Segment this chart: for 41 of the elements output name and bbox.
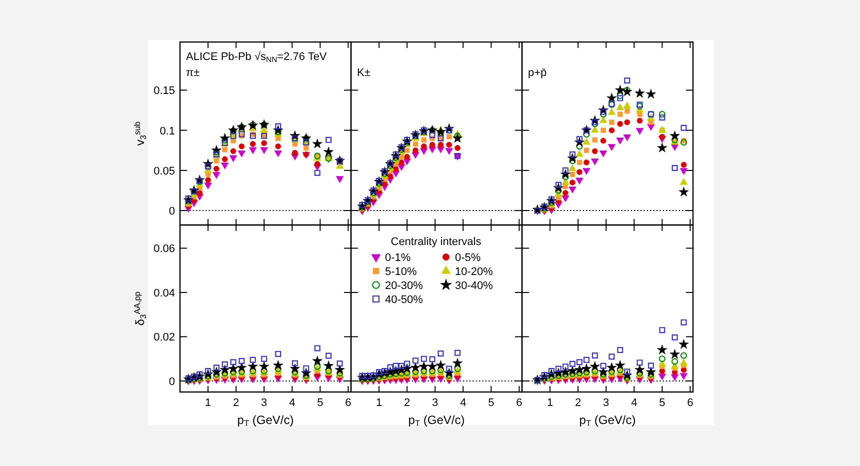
y-tick-label: 0.06 bbox=[154, 243, 175, 256]
x-tick-label: 3 bbox=[261, 397, 268, 409]
annotation: K± bbox=[357, 67, 370, 79]
x-tick-label: 4 bbox=[289, 397, 296, 409]
x-tick-label: 1 bbox=[376, 397, 382, 409]
x-tick-label: 4 bbox=[460, 397, 466, 409]
x-tick-label: 6 bbox=[516, 397, 522, 409]
x-tick-label: 2 bbox=[404, 397, 410, 409]
legend-label: 10-20% bbox=[455, 266, 494, 278]
y-tick-label: 0.04 bbox=[154, 287, 175, 300]
legend-label: 5-10% bbox=[385, 266, 418, 278]
y-tick-label: 0.1 bbox=[160, 125, 175, 138]
annotation: π± bbox=[186, 67, 200, 79]
x-axis-title: p$_{T}$ (GeV/c) bbox=[237, 413, 294, 428]
x-tick-label: 6 bbox=[687, 397, 694, 409]
x-tick-label: 3 bbox=[603, 397, 610, 409]
y-tick-label: 0.15 bbox=[154, 85, 175, 98]
x-axis-title: p$_{T}$ (GeV/c) bbox=[408, 413, 465, 428]
x-tick-label: 5 bbox=[659, 397, 666, 409]
x-tick-label: 1 bbox=[546, 397, 554, 409]
y-tick-label: 0.05 bbox=[154, 165, 175, 178]
annotation: p+p̄ bbox=[528, 67, 547, 79]
legend-label: 40-50% bbox=[385, 294, 424, 306]
x-tick-label: 1 bbox=[204, 397, 212, 409]
x-tick-label: 4 bbox=[631, 397, 638, 409]
x-tick-label: 2 bbox=[575, 397, 582, 409]
annotation: ALICE Pb-Pb √s$_{NN}$=2.76 TeV bbox=[186, 51, 328, 64]
legend-title: Centrality intervals bbox=[390, 236, 482, 248]
y-tick-label: 0.02 bbox=[154, 332, 175, 344]
x-tick-label: 5 bbox=[488, 397, 494, 409]
legend-label: 30-40% bbox=[455, 280, 494, 292]
legend-label: 20-30% bbox=[385, 280, 424, 292]
x-tick-label: 5 bbox=[317, 397, 324, 409]
x-axis-title: p$_{T}$ (GeV/c) bbox=[579, 413, 636, 428]
legend-label: 0-5% bbox=[455, 252, 481, 264]
y-tick-label: 0 bbox=[168, 376, 175, 388]
y-tick-label: 0 bbox=[168, 206, 175, 218]
x-tick-label: 2 bbox=[233, 397, 240, 409]
x-tick-label: 6 bbox=[345, 397, 352, 409]
legend-label: 0-1% bbox=[385, 252, 411, 264]
x-tick-label: 3 bbox=[432, 397, 438, 409]
